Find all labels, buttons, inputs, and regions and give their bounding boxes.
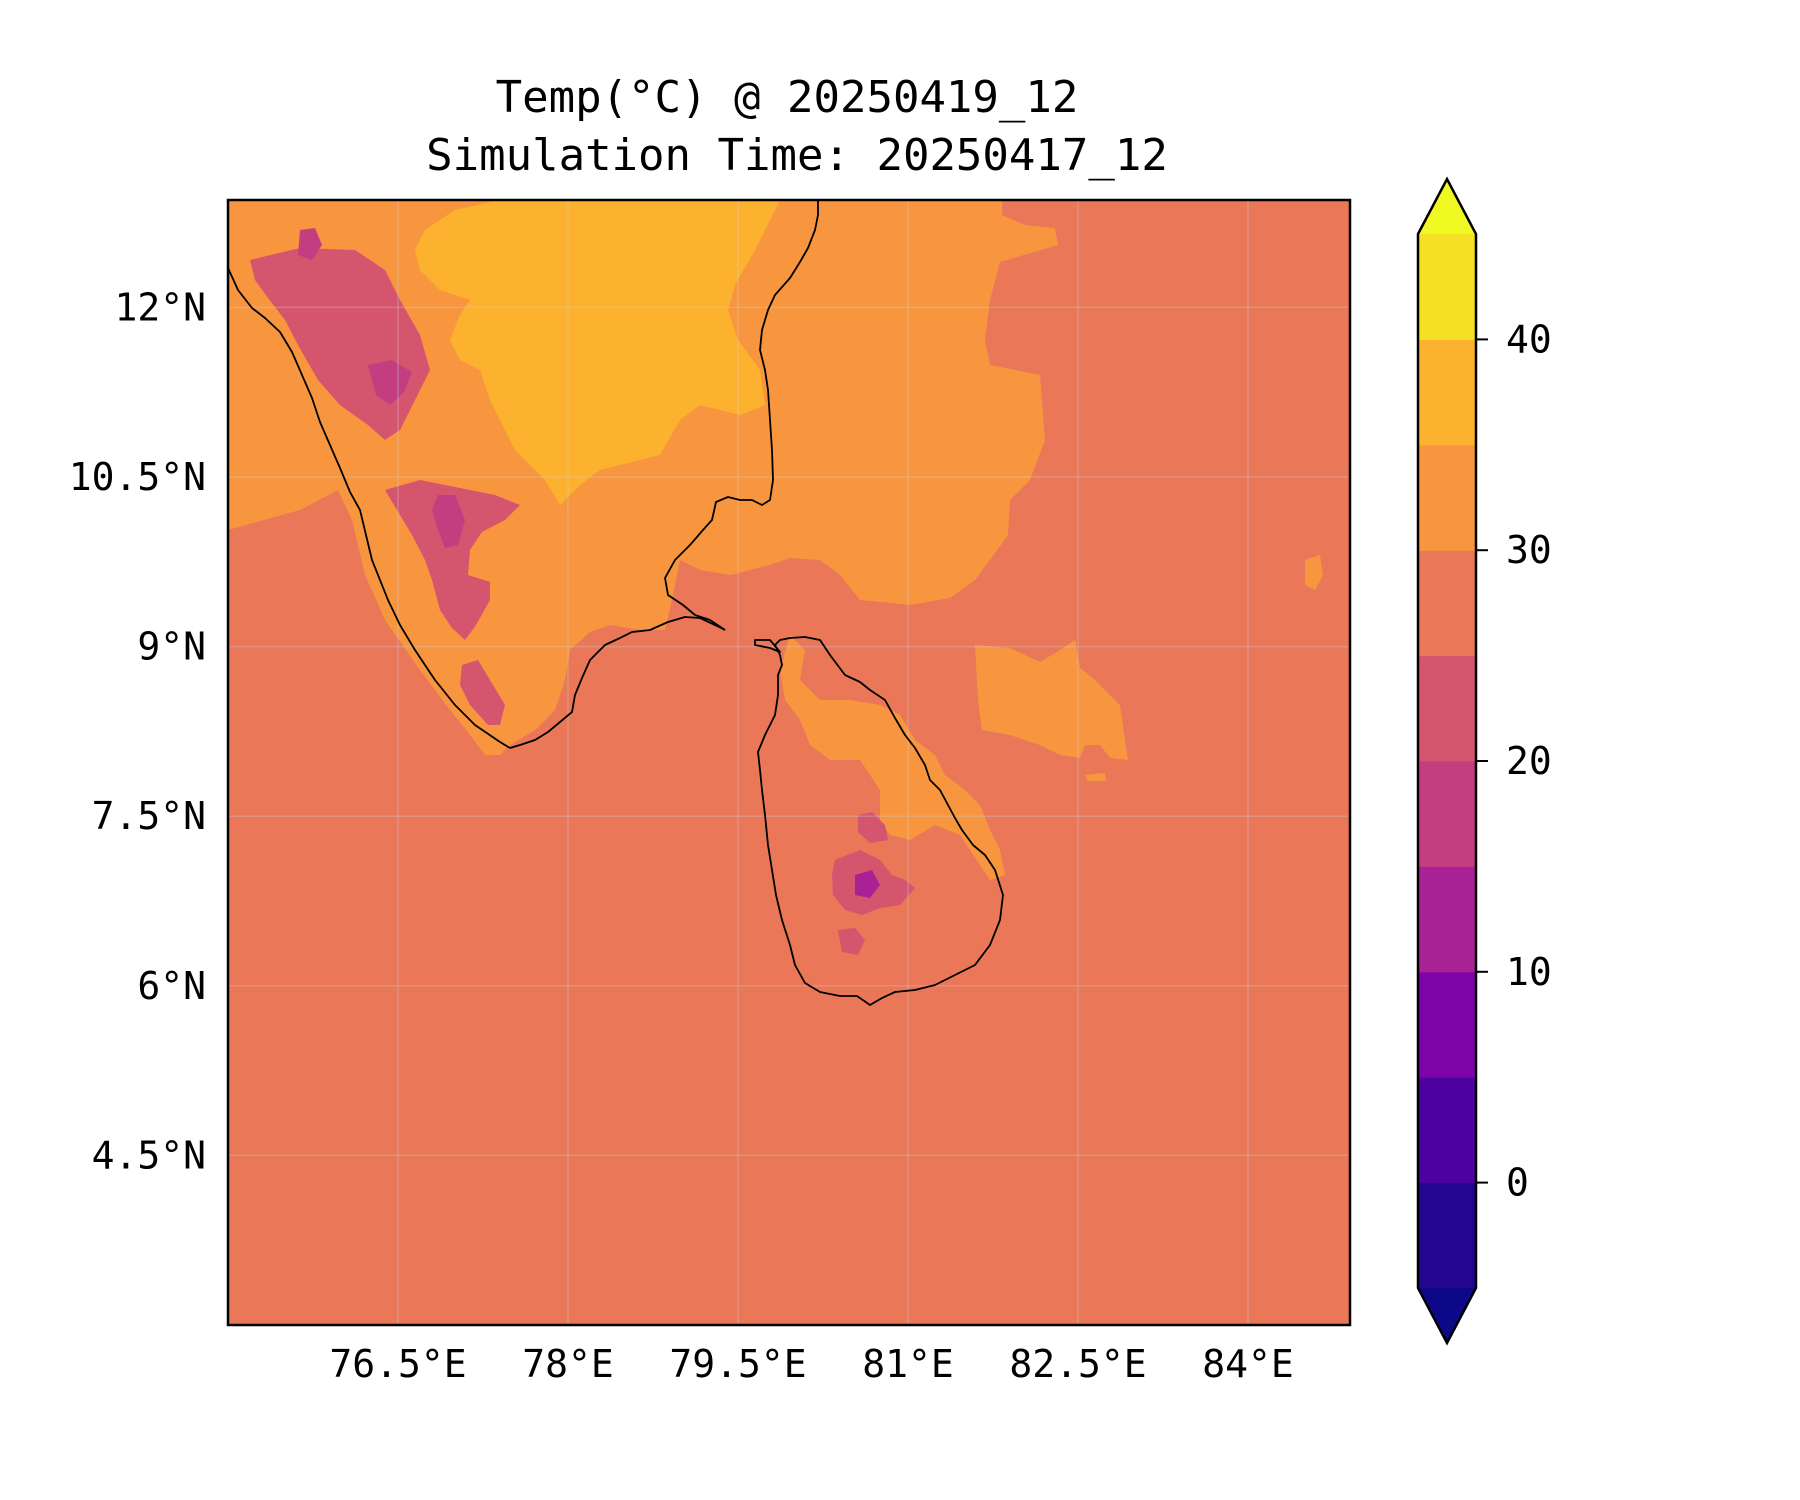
y-tick-label: 10.5°N bbox=[69, 455, 206, 499]
map-panel bbox=[228, 200, 1350, 1325]
colorbar-tick-label: 10 bbox=[1506, 950, 1552, 994]
map-frame bbox=[226, 198, 1352, 1327]
india-east-coastline bbox=[664, 200, 819, 631]
cold-region-north-small bbox=[298, 228, 322, 260]
colorbar-tick-label: 20 bbox=[1506, 739, 1552, 783]
india-west-coastline bbox=[228, 267, 511, 749]
india-south-coastline bbox=[509, 616, 726, 749]
x-tick-label: 81°E bbox=[862, 1342, 954, 1386]
colorbar-tick-label: 0 bbox=[1506, 1161, 1529, 1205]
x-tick-label: 79.5°E bbox=[669, 1342, 806, 1386]
colorbar-segment bbox=[1418, 234, 1476, 340]
y-tick-label: 6°N bbox=[137, 964, 206, 1008]
hot-patch-right bbox=[575, 313, 630, 340]
mannar-island bbox=[754, 639, 781, 653]
cool-patch-srilanka-south bbox=[838, 928, 865, 955]
colorbar-tick-label: 40 bbox=[1506, 317, 1552, 361]
y-tick-label: 4.5°N bbox=[92, 1133, 206, 1177]
y-tick-label: 9°N bbox=[137, 625, 206, 669]
india-hot-region bbox=[415, 200, 780, 505]
gridlines bbox=[228, 200, 1350, 1325]
srilanka-coastline bbox=[757, 636, 1004, 1006]
x-tick-label: 84°E bbox=[1202, 1342, 1294, 1386]
coldest-region-srilanka bbox=[855, 870, 880, 898]
colorbar-under-extend bbox=[1418, 1288, 1476, 1343]
colorbar-segment bbox=[1418, 550, 1476, 657]
y-tick-label: 7.5°N bbox=[92, 794, 206, 838]
colorbar-outline bbox=[1416, 176, 1478, 1346]
offshore-warm-blob bbox=[975, 640, 1128, 760]
cool-region-west-ghats bbox=[385, 480, 520, 640]
colorbar-segment bbox=[1418, 655, 1476, 762]
x-tick-label: 78°E bbox=[522, 1342, 614, 1386]
colorbar-tick-label: 30 bbox=[1506, 528, 1552, 572]
x-tick-label: 76.5°E bbox=[329, 1342, 466, 1386]
offshore-warm-blob-tiny bbox=[1085, 773, 1106, 781]
colorbar-over-extend bbox=[1418, 179, 1476, 234]
x-axis-ticks: 76.5°E 78°E 79.5°E 81°E 82.5°E 84°E bbox=[329, 1342, 1293, 1386]
colorbar-segment bbox=[1418, 444, 1476, 551]
offshore-warm-blob-small bbox=[1305, 555, 1323, 590]
colorbar-segment bbox=[1418, 971, 1476, 1078]
india-warm-region bbox=[228, 200, 1058, 755]
colorbar-segment bbox=[1418, 1077, 1476, 1184]
x-tick-label: 82.5°E bbox=[1009, 1342, 1146, 1386]
colorbar-segment bbox=[1418, 1182, 1476, 1289]
chart-subtitle: Simulation Time: 20250417_12 bbox=[426, 130, 1168, 181]
colorbar-segment bbox=[1418, 866, 1476, 973]
y-axis-ticks: 12°N 10.5°N 9°N 7.5°N 6°N 4.5°N bbox=[69, 285, 206, 1177]
y-tick-label: 12°N bbox=[114, 285, 206, 329]
cold-region-ghats bbox=[432, 495, 465, 548]
srilanka-warm-region bbox=[780, 635, 1005, 880]
cold-region-north bbox=[368, 360, 412, 405]
coastlines bbox=[228, 200, 1004, 1006]
colorbar-segment bbox=[1418, 761, 1476, 867]
colorbar-segment bbox=[1418, 339, 1476, 446]
colorbar: 0 10 20 30 40 bbox=[1416, 176, 1552, 1346]
cool-patch-srilanka-north bbox=[858, 812, 888, 843]
chart-title: Temp(°C) @ 20250419_12 bbox=[496, 72, 1079, 123]
cool-region-south-ghats bbox=[460, 660, 505, 725]
